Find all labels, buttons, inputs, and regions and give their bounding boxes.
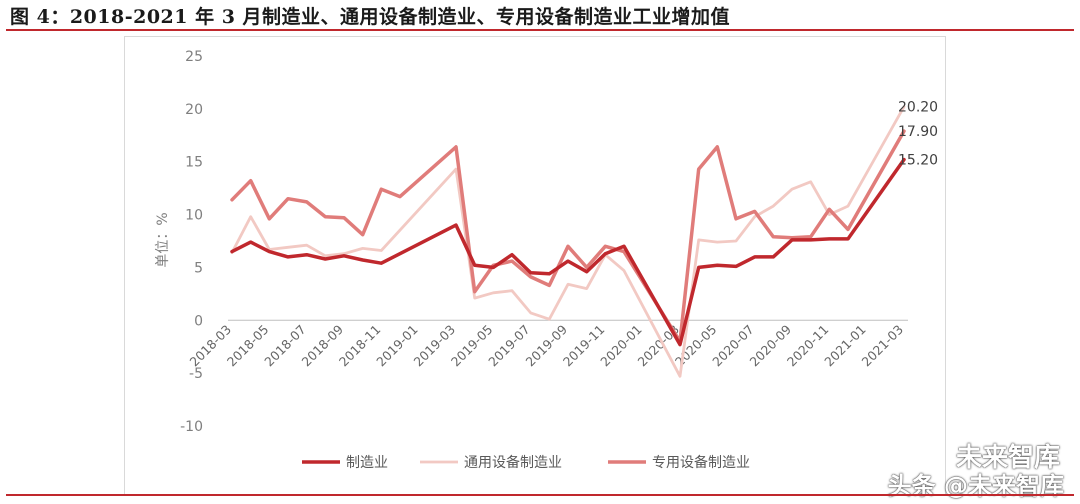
y-tick-label: 10 [185,208,203,224]
watermark-logo-text: 未来智库 [955,443,1060,473]
data-labels: 20.20 17.90 15.20 [898,100,938,169]
series-line-2 [230,129,906,344]
bottom-rule [6,494,1074,496]
data-label: 15.20 [898,153,938,169]
series-line-1 [230,105,906,378]
y-tick-label: 0 [194,313,203,329]
legend: 制造业 通用设备制造业 专用设备制造业 [302,454,750,471]
y-tick-label: 5 [194,260,203,276]
x-axis-ticks: 2018-032018-052018-072018-092018-112019-… [187,322,907,370]
data-label: 17.90 [898,124,938,140]
y-tick-label: -10 [180,419,203,435]
y-tick-label: 15 [185,155,203,171]
y-axis-ticks: -10 -5 0 5 10 15 20 25 [180,49,203,435]
y-axis-label: 单位：% [155,212,171,267]
legend-label: 专用设备制造业 [652,454,750,471]
y-tick-label: -5 [189,366,203,382]
y-tick-label: 25 [185,49,203,65]
top-rule [6,29,1074,31]
y-tick-label: 20 [185,102,203,118]
series-line-0 [230,157,906,347]
data-label: 20.20 [898,100,938,116]
legend-label: 制造业 [346,455,388,471]
x-tick-label: 2021-03 [859,322,907,370]
figure-title: 图 4：2018-2021 年 3 月制造业、通用设备制造业、专用设备制造业工业… [10,6,731,28]
legend-label: 通用设备制造业 [464,454,562,471]
series-lines [230,105,906,378]
